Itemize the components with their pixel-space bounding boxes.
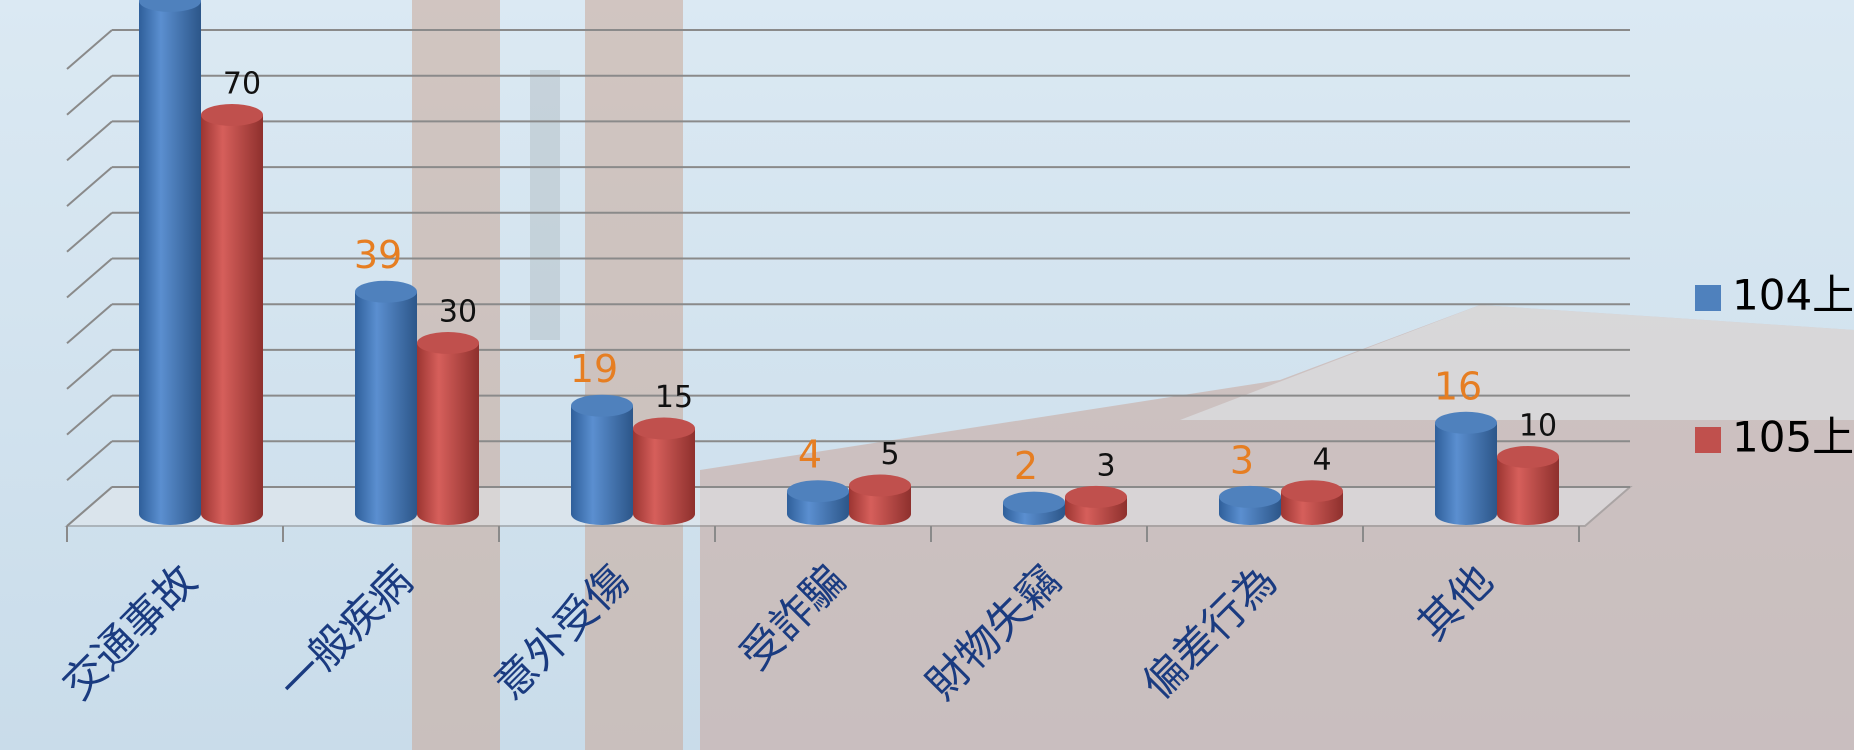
data-label: 3	[1230, 438, 1254, 482]
legend-label: 105上	[1732, 413, 1854, 462]
data-label: 2	[1014, 444, 1038, 488]
bar-top	[1497, 446, 1559, 468]
bar-top	[355, 281, 417, 303]
background	[0, 0, 1854, 750]
legend-swatch	[1695, 285, 1721, 311]
data-label: 4	[1312, 443, 1331, 478]
bar-top	[417, 332, 479, 354]
data-label: 15	[655, 380, 693, 415]
data-label: 39	[354, 233, 402, 277]
bar-body	[417, 343, 479, 525]
data-label: 5	[880, 437, 899, 472]
bar-top	[1003, 492, 1065, 514]
bar	[139, 0, 201, 525]
bar-top	[1435, 412, 1497, 434]
bar-body	[139, 1, 201, 525]
legend-label: 104上	[1732, 271, 1854, 320]
bar-top	[201, 104, 263, 126]
bar	[1065, 486, 1127, 525]
bar	[1219, 486, 1281, 525]
data-label: 4	[798, 433, 822, 477]
bar-top	[633, 418, 695, 440]
bar	[633, 418, 695, 526]
bar	[1281, 480, 1343, 525]
data-label: 10	[1519, 409, 1557, 444]
bar	[787, 480, 849, 525]
bar	[355, 281, 417, 525]
bar	[1003, 492, 1065, 525]
bar-body	[201, 115, 263, 525]
bar	[417, 332, 479, 525]
bar-top	[1065, 486, 1127, 508]
bar	[1497, 446, 1559, 525]
bar-top	[787, 480, 849, 502]
legend-swatch	[1695, 427, 1721, 453]
bar	[849, 475, 911, 526]
bar-body	[355, 292, 417, 525]
bar-top	[1219, 486, 1281, 508]
bar-top	[1281, 480, 1343, 502]
data-label: 70	[223, 67, 261, 102]
chart: 交通事故9070一般疾病3930意外受傷1915受詐騙45財物失竊23偏差行為3…	[0, 0, 1854, 750]
bar-top	[571, 395, 633, 417]
bar	[571, 395, 633, 525]
bar-top	[849, 475, 911, 497]
bar-body	[571, 406, 633, 525]
bar	[1435, 412, 1497, 525]
data-label: 30	[439, 295, 477, 330]
bar	[201, 104, 263, 525]
data-label: 16	[1434, 364, 1482, 408]
data-label: 19	[570, 347, 618, 391]
bar-body	[1435, 423, 1497, 525]
data-label: 3	[1096, 448, 1115, 483]
bar-body	[633, 429, 695, 526]
